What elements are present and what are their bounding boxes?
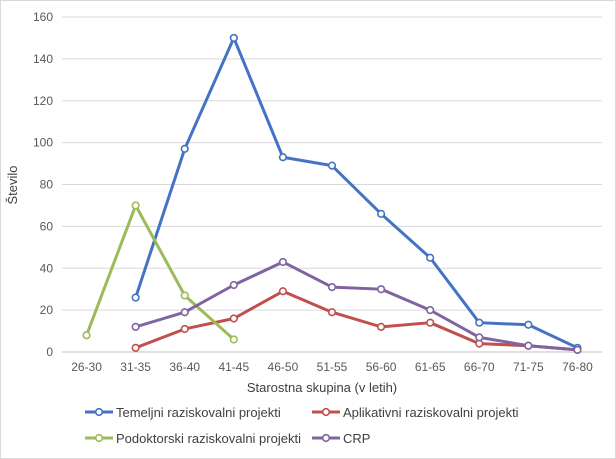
x-tick-label: 41-45: [218, 360, 249, 374]
series-lines: [82, 33, 582, 355]
data-point: [426, 253, 435, 262]
x-tick-label: 31-35: [120, 360, 151, 374]
series-line: [85, 203, 236, 341]
y-tick-label: 60: [40, 219, 54, 233]
legend-label: Podoktorski raziskovalni projekti: [116, 431, 301, 446]
data-point: [426, 306, 435, 315]
legend-item: Temeljni raziskovalni projekti: [85, 405, 281, 420]
y-tick-label: 100: [33, 136, 53, 150]
data-point: [180, 291, 189, 300]
data-point: [229, 314, 238, 323]
y-tick-label: 80: [40, 178, 54, 192]
legend-marker: [321, 407, 331, 417]
y-tick-label: 120: [33, 94, 53, 108]
data-point: [278, 153, 288, 162]
x-tick-label: 56-60: [366, 360, 397, 374]
x-axis-title: Starostna skupina (v letih): [247, 380, 397, 395]
x-tick-label: 36-40: [169, 360, 200, 374]
data-point: [573, 345, 582, 355]
data-point: [376, 322, 386, 331]
y-tick-label: 20: [40, 303, 54, 317]
data-point: [229, 335, 238, 344]
data-point: [180, 144, 189, 154]
data-point: [180, 324, 189, 334]
legend-marker: [321, 433, 331, 443]
y-tick-label: 0: [46, 345, 53, 359]
data-point: [229, 33, 238, 43]
data-point: [278, 257, 288, 267]
gridlines: [62, 16, 602, 353]
data-point: [327, 161, 337, 170]
series-3: [82, 201, 238, 344]
data-point: [327, 282, 337, 292]
x-tick-label: 26-30: [71, 360, 102, 374]
legend: Temeljni raziskovalni projekti Aplikativn…: [85, 405, 519, 446]
data-point: [327, 308, 337, 317]
x-tick-label: 51-55: [317, 360, 348, 374]
x-tick-label: 46-50: [268, 360, 299, 374]
y-tick-label: 40: [40, 261, 54, 275]
legend-marker: [94, 407, 104, 417]
x-tick-label: 76-80: [562, 360, 593, 374]
data-point: [131, 343, 140, 352]
data-point: [180, 308, 189, 317]
series-line: [134, 260, 579, 352]
x-tick-labels: 26-30 31-35 36-40 41-45 46-50 51-55 56-60 61-65…: [71, 360, 593, 374]
x-tick-label: 71-75: [513, 360, 544, 374]
y-tick-labels: 0 20 40 60 80 100 120 140 160: [33, 10, 53, 359]
data-point: [524, 341, 533, 350]
y-tick-label: 140: [33, 52, 53, 66]
data-point: [475, 333, 484, 342]
series-1: [131, 33, 582, 352]
legend-item: CRP: [312, 431, 370, 446]
data-point: [426, 318, 435, 327]
data-point: [524, 320, 533, 329]
data-point: [376, 209, 386, 218]
series-line: [134, 36, 579, 350]
data-point: [376, 285, 386, 294]
legend-marker: [94, 433, 104, 443]
x-tick-label: 61-65: [415, 360, 446, 374]
legend-label: Aplikativni raziskovalni projekti: [343, 405, 519, 420]
series-4: [131, 257, 582, 355]
data-point: [229, 280, 238, 290]
data-point: [82, 331, 91, 340]
y-tick-label: 160: [33, 10, 53, 24]
legend-label: CRP: [343, 431, 370, 446]
data-point: [131, 201, 140, 210]
data-point: [131, 322, 140, 331]
y-axis-title: Število: [5, 165, 20, 204]
data-point: [131, 293, 140, 302]
legend-label: Temeljni raziskovalni projekti: [116, 405, 281, 420]
legend-item: Aplikativni raziskovalni projekti: [312, 405, 519, 420]
data-point: [278, 287, 288, 296]
x-tick-label: 66-70: [464, 360, 495, 374]
legend-item: Podoktorski raziskovalni projekti: [85, 431, 301, 446]
data-point: [475, 318, 484, 327]
series-line: [134, 289, 579, 352]
